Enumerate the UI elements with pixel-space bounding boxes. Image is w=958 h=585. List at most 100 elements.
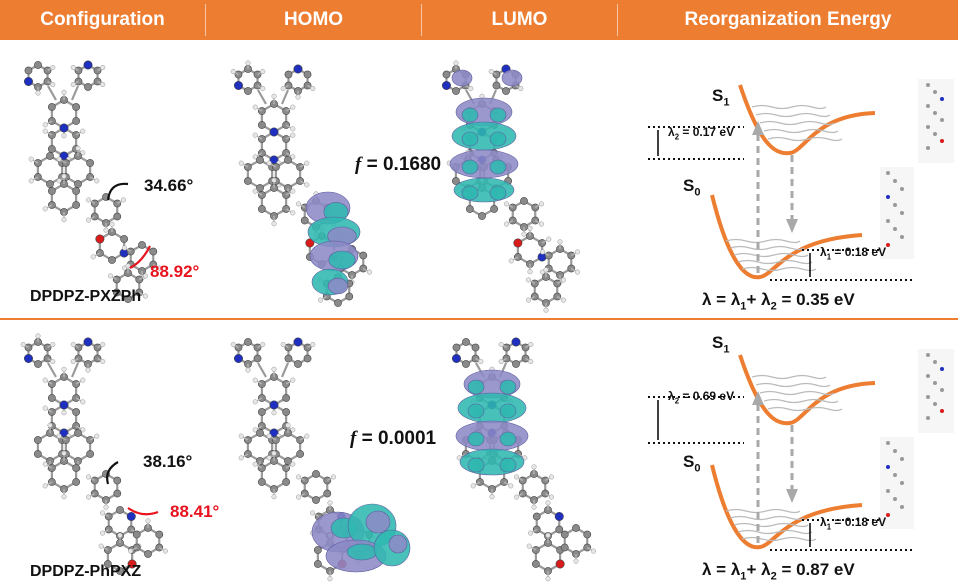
s0-vibrational-level (725, 508, 801, 514)
header-divider (421, 4, 422, 36)
carbon-atom (312, 496, 320, 504)
hydrogen-atom (548, 474, 555, 480)
hydrogen-atom (80, 128, 86, 134)
thumbnail-atom (926, 374, 930, 378)
hydrogen-atom (538, 201, 545, 207)
hydrogen-atom (304, 160, 310, 166)
hydrogen-atom (545, 500, 551, 506)
angle-arc-red-2 (127, 507, 159, 516)
hydrogen-atom (285, 422, 291, 428)
hydrogen-atom (42, 483, 48, 489)
hydrogen-atom (538, 221, 545, 227)
carbon-atom (531, 546, 540, 554)
carbon-atom (282, 408, 291, 416)
homo-lobe-1 (327, 277, 349, 295)
hydrogen-atom (238, 160, 244, 166)
hydrogen-atom (94, 178, 100, 184)
bond (257, 89, 267, 105)
lumo-lobe-2 (499, 431, 517, 447)
nitrogen-atom (233, 81, 243, 91)
thumbnail-atom (926, 83, 930, 87)
lumo-lobe-2 (499, 457, 517, 473)
hydrogen-atom (525, 297, 532, 303)
thumbnail-atom (933, 402, 937, 406)
hydrogen-atom (80, 427, 86, 433)
lambda2-label-1: λ2 = 0.17 eV (668, 125, 735, 142)
molecule-thumbnail (880, 167, 914, 259)
carbon-atom (46, 152, 54, 160)
angle-arc-black-2 (106, 461, 119, 485)
thumbnail-atom (940, 409, 944, 413)
molecule-homo-1 (230, 60, 373, 307)
hydrogen-atom (560, 297, 567, 303)
thumbnail-atom (893, 473, 897, 477)
hydrogen-atom (80, 399, 86, 405)
lumo-lobe-2 (499, 379, 517, 395)
hydrogen-atom (478, 358, 484, 365)
hydrogen-atom (295, 494, 302, 500)
thumbnail-atom (886, 195, 890, 199)
hydrogen-atom (513, 474, 520, 480)
hydrogen-atom (85, 494, 92, 500)
hydrogen-atom (156, 265, 163, 271)
carbon-atom (312, 470, 320, 478)
bond (257, 362, 267, 378)
hydrogen-atom (120, 197, 127, 203)
carbon-atom (47, 145, 56, 153)
lumo-lobe-2 (455, 420, 529, 452)
s0-curve (710, 194, 863, 280)
header-bar: Configuration HOMO LUMO Reorganization E… (0, 0, 958, 40)
carbon-atom (72, 464, 81, 472)
hydrogen-atom (56, 178, 62, 184)
thumbnail-atom (886, 171, 890, 175)
thumbnail-atom (926, 125, 930, 129)
carbon-atom (72, 408, 81, 416)
thumbnail-atom (886, 243, 890, 247)
hydrogen-atom (90, 254, 96, 260)
carbon-atom (84, 83, 92, 91)
hydrogen-atom (295, 474, 302, 480)
thumbnail-atom (900, 235, 904, 239)
carbon-atom (47, 408, 56, 416)
thumbnail-atom (900, 211, 904, 215)
lumo-lobe-1 (461, 107, 479, 123)
bond (280, 89, 290, 105)
hydrogen-atom (99, 510, 106, 516)
hydrogen-atom (107, 273, 114, 279)
energy-diagram-2 (648, 349, 954, 551)
hydrogen-atom (42, 206, 48, 212)
carbon-atom (116, 506, 124, 514)
carbon-atom (33, 159, 42, 167)
s0-vibrational-level (737, 259, 813, 265)
carbon-atom (257, 478, 266, 486)
hydrogen-atom (327, 500, 333, 506)
nitrogen-atom (83, 60, 93, 70)
lumo-lobe-1 (449, 149, 519, 179)
thumbnail-atom (900, 505, 904, 509)
hydrogen-atom (503, 201, 510, 207)
hydrogen-atom (280, 341, 286, 348)
arrow-head (752, 391, 764, 405)
lumo-lobe-2 (467, 431, 485, 447)
hydrogen-atom (546, 236, 552, 242)
hydrogen-atom (574, 249, 581, 255)
s1-curve (738, 84, 876, 156)
hydrogen-atom (99, 530, 106, 536)
hydrogen-atom (531, 464, 537, 470)
nitrogen-atom (441, 81, 451, 91)
hydrogen-atom (85, 367, 91, 373)
total-reorganization-energy-2: λ = λ1+ λ2 = 0.87 eV (702, 560, 855, 583)
carbon-atom (572, 524, 580, 532)
header-configuration: Configuration (40, 9, 165, 30)
hydrogen-atom (50, 81, 56, 88)
nitrogen-atom (126, 511, 136, 521)
molecule-thumbnail (880, 437, 914, 529)
hydrogen-atom (560, 277, 567, 283)
carbon-atom (47, 117, 56, 125)
hydrogen-atom (304, 182, 310, 188)
hydrogen-atom (266, 160, 272, 166)
carbon-atom (257, 205, 266, 213)
carbon-atom (113, 489, 122, 498)
thumbnail-atom (893, 227, 897, 231)
hydrogen-atom (310, 85, 316, 92)
